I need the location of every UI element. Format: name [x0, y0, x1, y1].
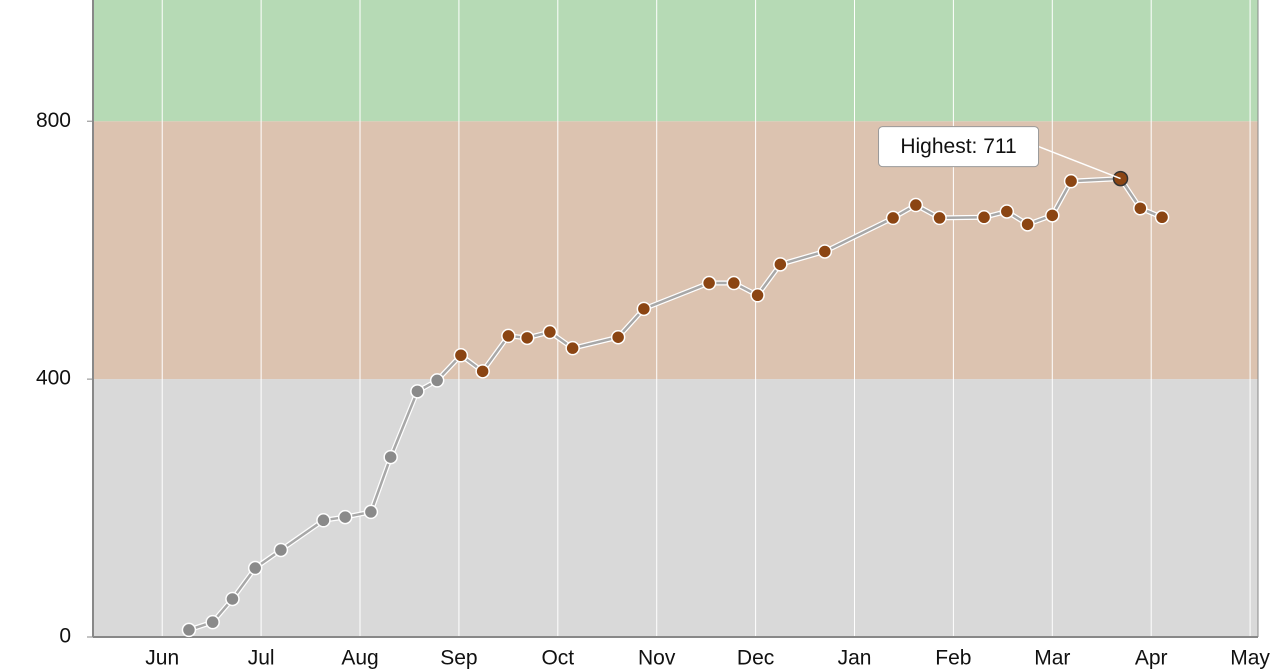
x-tick-label: Aug	[341, 647, 378, 670]
point	[273, 542, 289, 558]
x-tick-label: Nov	[638, 647, 676, 670]
point	[542, 324, 558, 340]
point	[1020, 217, 1035, 232]
point	[383, 449, 398, 465]
y-tick-label: 400	[36, 367, 71, 390]
point	[750, 288, 765, 303]
point	[701, 275, 717, 291]
point	[1063, 173, 1079, 189]
point	[773, 257, 788, 272]
annotation: Highest: 711	[878, 126, 1121, 180]
point	[501, 328, 516, 344]
point	[453, 348, 469, 363]
annotation-pointer	[1038, 145, 1121, 180]
point	[316, 513, 331, 528]
point	[410, 384, 425, 399]
annotation-box	[878, 126, 1040, 168]
point	[885, 210, 901, 226]
point	[429, 373, 445, 388]
y-tick-label: 0	[59, 625, 71, 648]
point	[636, 301, 652, 317]
x-tick-label: Feb	[935, 647, 971, 670]
band	[93, 0, 1258, 122]
point	[999, 204, 1015, 219]
point	[817, 244, 833, 259]
point	[1154, 210, 1170, 225]
band	[93, 379, 1258, 637]
band	[93, 121, 1258, 380]
point	[363, 504, 379, 520]
x-tick-label: Oct	[541, 647, 574, 670]
point	[610, 329, 626, 345]
x-tick-label: Mar	[1034, 647, 1070, 670]
y-tick-label: 800	[36, 109, 71, 132]
point	[1045, 208, 1060, 223]
point	[337, 509, 353, 525]
x-tick-label: Sep	[440, 647, 477, 670]
point	[475, 364, 490, 379]
x-tick-label: May	[1230, 647, 1270, 670]
x-tick-label: Jul	[248, 647, 275, 670]
x-tick-label: Jan	[838, 647, 872, 670]
point	[1133, 201, 1148, 216]
point	[181, 622, 197, 638]
point	[205, 614, 220, 630]
point	[932, 210, 947, 226]
point	[908, 197, 924, 213]
point	[225, 591, 240, 607]
x-tick-label: Apr	[1135, 647, 1168, 670]
x-tick-label: Jun	[145, 647, 179, 670]
x-tick-label: Dec	[737, 647, 774, 670]
annotation-text: Highest: 711	[900, 135, 1016, 158]
point	[976, 210, 992, 225]
point	[565, 340, 580, 356]
point	[726, 275, 742, 291]
point	[247, 560, 263, 576]
point	[519, 330, 535, 346]
